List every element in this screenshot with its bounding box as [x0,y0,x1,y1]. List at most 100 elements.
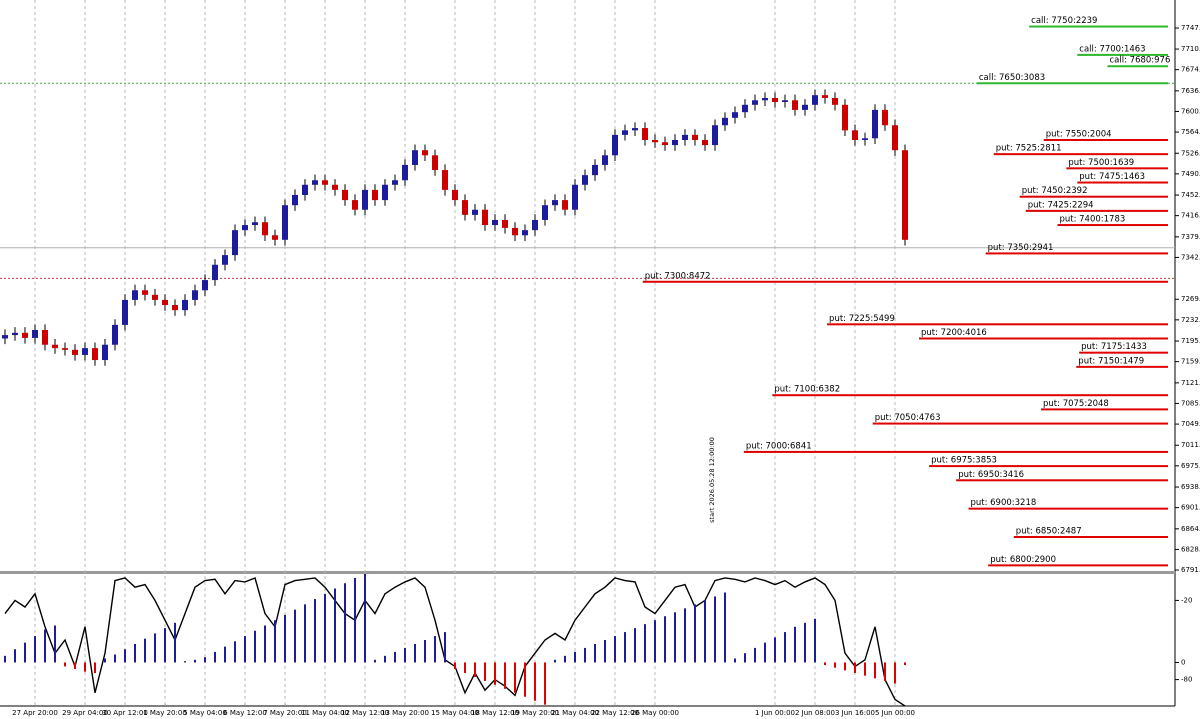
y-tick-label: 6791.80 [1181,566,1200,574]
candle-body [402,164,408,181]
candle-body [462,200,468,215]
y-tick-label: 7049.10 [1181,420,1200,428]
option-level [985,252,1168,255]
candle-body [332,184,338,190]
candle-body [152,294,158,300]
candle-body [772,98,778,102]
option-level [988,564,1168,567]
option-level [1029,25,1168,28]
candle-body [32,329,38,338]
x-tick-label: 1 Jun 00:00 [755,709,795,717]
candle-body [622,130,628,135]
candle-body [472,209,478,215]
option-level [1077,53,1168,56]
x-tick-label: 5 May 04:00 [183,709,227,717]
candle-body [262,222,268,236]
y-tick-label: 7269.20 [1181,295,1200,303]
y-tick-label: 7416.60 [1181,212,1200,220]
candle-body [602,155,608,165]
candle-body [112,324,118,345]
candle-body [582,175,588,185]
candle-body [352,200,358,210]
option-level-label: put: 7350:2941 [988,243,1054,253]
y-tick-label: 6864.40 [1181,525,1200,533]
candle-body [162,299,168,306]
candle-body [822,95,828,99]
candle-body [702,139,708,146]
candle-body [232,230,238,256]
option-level [1041,408,1168,411]
x-tick-label: 5 Jun 00:00 [875,709,915,717]
candle-body [872,109,878,139]
y-tick-label: 7490.30 [1181,170,1200,178]
candle-body [452,189,458,201]
option-level-label: put: 7475:1463 [1079,172,1145,182]
y-tick-label: 7710.30 [1181,45,1200,53]
option-level [743,450,1168,453]
y-tick-label: 7636.60 [1181,87,1200,95]
option-level [1076,365,1168,368]
option-level [1025,209,1168,212]
x-tick-label: 29 Apr 04:00 [62,709,108,717]
option-level [993,153,1168,156]
option-level [1043,138,1168,141]
option-level [1077,181,1168,184]
start-annotation: start 2026.05.28 12:00:00 [708,437,716,523]
option-level-label: put: 6850:2487 [1016,527,1082,537]
candle-body [672,139,678,146]
candle-body [292,194,298,206]
option-level-label: call: 7650:3083 [979,73,1045,83]
y-tick-label: 7564.00 [1181,128,1200,136]
option-level [929,465,1168,468]
option-level-label: put: 7400:1783 [1059,215,1125,225]
option-level [968,507,1168,510]
y-tick-label: 7526.60 [1181,149,1200,157]
option-level-label: put: 7000:6841 [746,441,812,451]
candle-body [742,104,748,113]
candle-body [52,344,58,349]
option-level [956,479,1168,482]
x-tick-label: 21 May 04:00 [551,709,599,717]
candle-body [432,155,438,171]
option-level [772,394,1168,397]
option-level-label: put: 6975:3853 [931,456,997,466]
y-tick-label: 7121.80 [1181,379,1200,387]
candle-body [442,170,448,190]
candle-body [782,100,788,102]
candle-body [532,219,538,231]
x-tick-label: 12 May 12:00 [341,709,389,717]
candle-body [892,125,898,151]
option-level-label: put: 7450:2392 [1022,186,1088,196]
candle-body [722,117,728,126]
y-tick-label: -80 [1181,676,1192,684]
option-level [1019,195,1168,198]
x-tick-label: 22 May 12:00 [591,709,639,717]
option-level-label: put: 7500:1639 [1068,158,1134,168]
candle-body [632,128,638,131]
x-tick-label: 3 Jun 16:00 [835,709,875,717]
candle-body [902,150,908,240]
y-tick-label: 7195.50 [1181,337,1200,345]
option-level-label: put: 7225:5499 [829,314,895,324]
candle-body [802,104,808,110]
x-tick-label: 30 Apr 12:00 [102,709,148,717]
candle-body [732,112,738,118]
candle-body [592,164,598,176]
y-tick-label: 6975.50 [1181,462,1200,470]
candle-body [692,134,698,140]
option-level-label: call: 7750:2239 [1031,16,1097,26]
candle-body [372,189,378,201]
candle-body [172,305,178,311]
option-level-label: put: 7550:2004 [1046,129,1112,139]
candle-body [72,349,78,355]
candle-body [512,227,518,236]
y-tick-label: 7085.50 [1181,399,1200,407]
y-tick-label: 7600.30 [1181,107,1200,115]
candle-body [682,134,688,140]
candle-body [192,290,198,300]
option-level [1079,351,1168,354]
candle-body [2,335,8,339]
x-tick-label: 26 May 00:00 [631,709,679,717]
candle-body [502,219,508,228]
